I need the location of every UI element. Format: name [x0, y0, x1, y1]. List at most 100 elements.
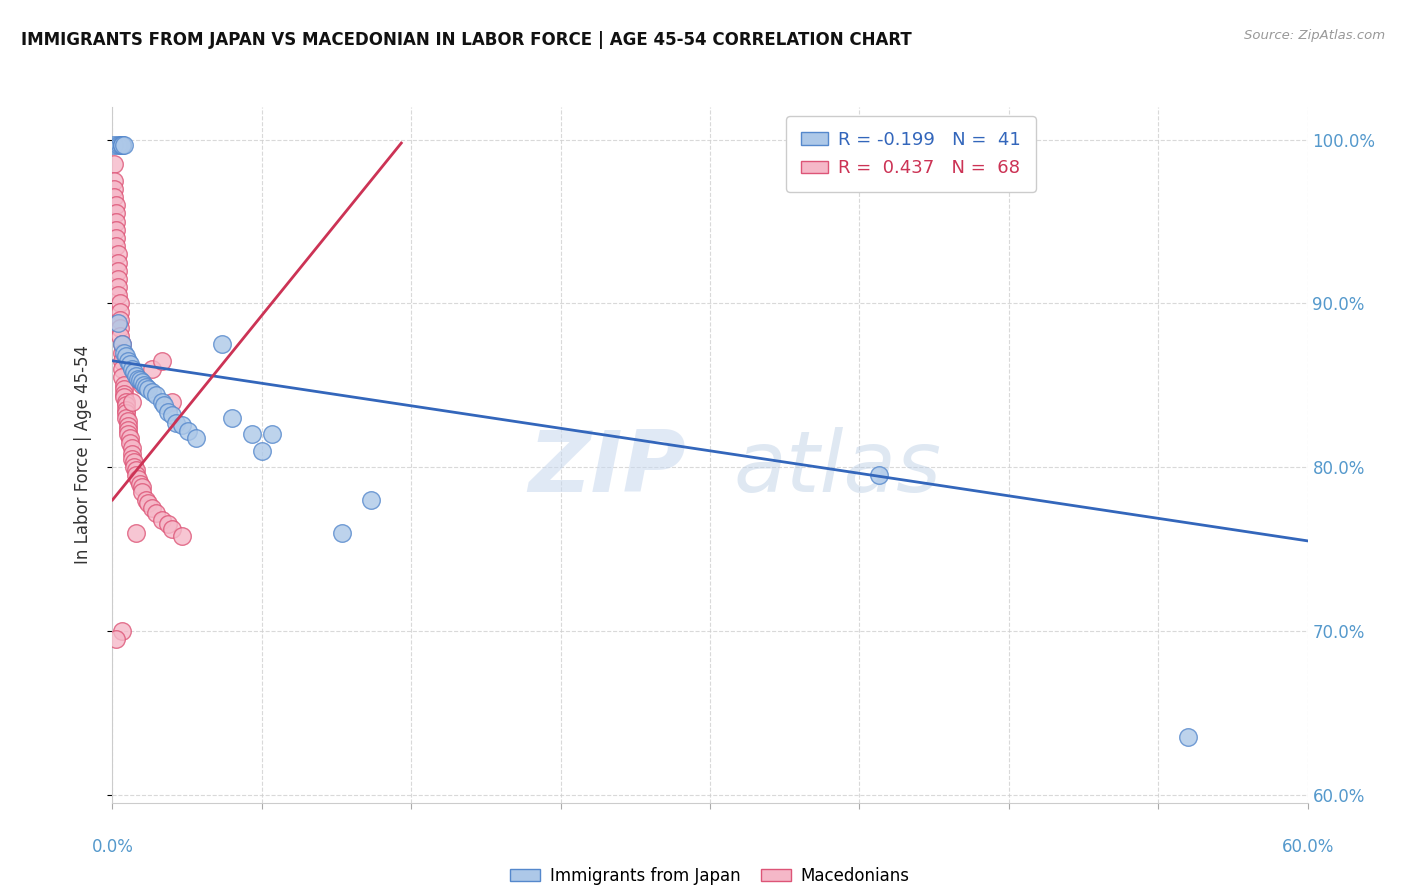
- Point: [162, 394, 183, 409]
- Point: [131, 484, 153, 499]
- Point: [111, 137, 134, 152]
- Point: [131, 375, 153, 389]
- Point: [117, 423, 139, 437]
- Point: [135, 380, 157, 394]
- Point: [107, 264, 129, 278]
- Point: [177, 424, 200, 438]
- Point: [111, 137, 134, 152]
- Point: [162, 408, 183, 422]
- Point: [250, 443, 273, 458]
- Point: [115, 411, 138, 425]
- Point: [141, 384, 163, 399]
- Point: [103, 182, 125, 196]
- Point: [105, 198, 128, 212]
- Point: [1177, 731, 1199, 745]
- Point: [107, 137, 129, 152]
- Point: [105, 632, 128, 646]
- Point: [111, 345, 134, 359]
- Point: [120, 431, 142, 445]
- Point: [117, 414, 139, 428]
- Point: [114, 137, 135, 152]
- Point: [115, 398, 138, 412]
- Point: [121, 362, 143, 376]
- Point: [107, 280, 129, 294]
- Text: IMMIGRANTS FROM JAPAN VS MACEDONIAN IN LABOR FORCE | AGE 45-54 CORRELATION CHART: IMMIGRANTS FROM JAPAN VS MACEDONIAN IN L…: [21, 31, 912, 49]
- Point: [172, 529, 194, 543]
- Point: [125, 368, 148, 383]
- Point: [105, 206, 128, 220]
- Point: [110, 296, 132, 310]
- Point: [111, 337, 134, 351]
- Point: [114, 386, 135, 401]
- Point: [135, 492, 157, 507]
- Point: [153, 398, 176, 412]
- Point: [131, 480, 153, 494]
- Point: [121, 394, 143, 409]
- Point: [150, 394, 173, 409]
- Point: [114, 390, 135, 404]
- Point: [138, 496, 160, 510]
- Point: [120, 435, 142, 450]
- Point: [105, 231, 128, 245]
- Point: [110, 329, 132, 343]
- Point: [121, 452, 143, 467]
- Point: [111, 137, 134, 152]
- Point: [110, 304, 132, 318]
- Point: [115, 406, 138, 420]
- Point: [103, 174, 125, 188]
- Point: [117, 427, 139, 442]
- Point: [145, 506, 167, 520]
- Text: Source: ZipAtlas.com: Source: ZipAtlas.com: [1244, 29, 1385, 42]
- Point: [186, 431, 208, 445]
- Point: [107, 255, 129, 269]
- Point: [165, 416, 187, 430]
- Text: ZIP: ZIP: [529, 427, 686, 510]
- Point: [117, 419, 139, 434]
- Text: 0.0%: 0.0%: [91, 838, 134, 855]
- Point: [124, 365, 146, 379]
- Point: [129, 373, 152, 387]
- Point: [107, 272, 129, 286]
- Point: [105, 239, 128, 253]
- Point: [124, 460, 146, 475]
- Point: [172, 417, 194, 432]
- Point: [111, 624, 134, 638]
- Point: [157, 404, 180, 418]
- Point: [110, 313, 132, 327]
- Point: [157, 517, 180, 532]
- Point: [127, 372, 149, 386]
- Point: [105, 223, 128, 237]
- Point: [114, 378, 135, 392]
- Point: [868, 468, 890, 483]
- Point: [129, 476, 152, 491]
- Point: [121, 447, 143, 461]
- Point: [110, 137, 132, 152]
- Point: [103, 190, 125, 204]
- Point: [117, 353, 139, 368]
- Legend: Immigrants from Japan, Macedonians: Immigrants from Japan, Macedonians: [503, 860, 917, 891]
- Point: [141, 501, 163, 516]
- Point: [105, 214, 128, 228]
- Point: [125, 463, 148, 477]
- Point: [150, 512, 173, 526]
- Point: [103, 157, 125, 171]
- Point: [145, 388, 167, 402]
- Point: [114, 382, 135, 396]
- Point: [111, 353, 134, 368]
- Point: [110, 321, 132, 335]
- Point: [115, 349, 138, 363]
- Point: [111, 362, 134, 376]
- Point: [114, 345, 135, 359]
- Point: [120, 357, 142, 371]
- Point: [107, 288, 129, 302]
- Point: [260, 427, 283, 442]
- Point: [111, 337, 134, 351]
- Point: [360, 492, 382, 507]
- Point: [138, 382, 160, 396]
- Point: [107, 247, 129, 261]
- Point: [107, 316, 129, 330]
- Point: [330, 525, 353, 540]
- Point: [162, 523, 183, 537]
- Point: [124, 455, 146, 469]
- Point: [240, 427, 263, 442]
